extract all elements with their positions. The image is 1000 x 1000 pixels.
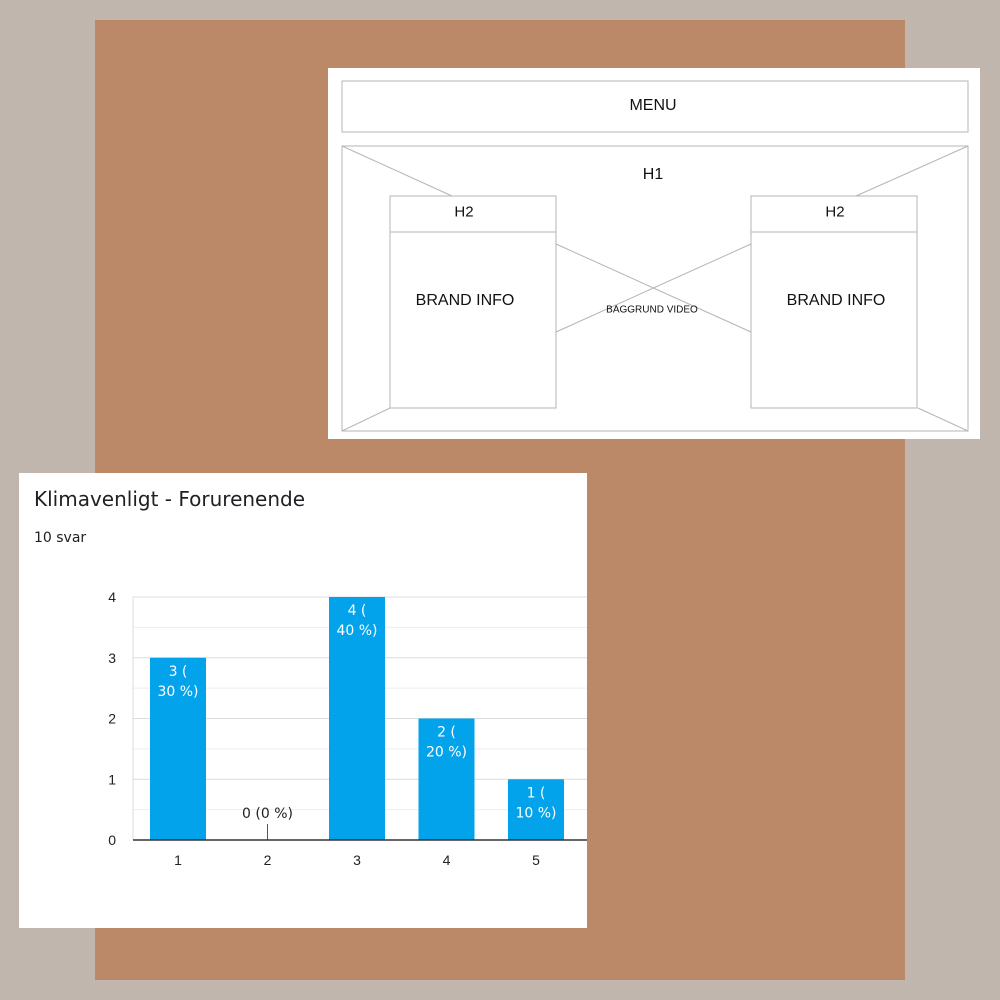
bar	[150, 657, 206, 840]
x-tick-label: 1	[174, 852, 182, 868]
bar-data-label: 1 (	[527, 785, 546, 801]
left-h2-label: H2	[454, 203, 474, 221]
right-h2-label: H2	[825, 203, 845, 221]
wireframe-lines	[341, 80, 969, 432]
y-tick-label: 3	[108, 650, 116, 666]
x-tick-label: 4	[443, 852, 451, 868]
bar-data-label: 3 (	[169, 664, 188, 680]
bar-data-label: 0 (0 %)	[242, 806, 293, 822]
right-brand-info: BRAND INFO	[786, 292, 886, 309]
y-tick-label: 0	[108, 832, 116, 848]
bar-data-label: 10 %)	[515, 805, 556, 821]
bar	[329, 597, 385, 840]
left-brand-info: BRAND INFO	[415, 292, 515, 309]
wireframe-hero-box	[341, 145, 969, 432]
wireframe-card: MENU H1 H2 BRAND INFO H2 BRAND INFO BAGG…	[328, 68, 980, 439]
x-tick-label: 3	[353, 852, 361, 868]
bar-chart: 0 1 2 3 4 3 ( 30 %) 1 0 (0 %) 2 4 ( 40 %) 3 2 ( 20 %) 4…	[108, 589, 587, 868]
y-tick-label: 4	[108, 589, 116, 605]
wireframe-right-box	[750, 195, 918, 409]
chart-card: Klimavenligt - Forurenende 10 svar 0 1 2 3 4…	[19, 473, 587, 928]
response-count: 10 svar	[34, 530, 87, 546]
bar-data-label: 30 %)	[157, 684, 198, 700]
x-tick-label: 2	[264, 852, 272, 868]
background-video-label: BAGGRUND VIDEO	[606, 304, 698, 316]
bar-data-label: 20 %)	[426, 745, 467, 761]
bar-data-label: 40 %)	[336, 623, 377, 639]
menu-label: MENU	[629, 97, 677, 114]
bar	[508, 779, 564, 840]
h1-label: H1	[642, 166, 664, 183]
y-tick-label: 1	[108, 771, 116, 787]
wireframe-left-box	[389, 195, 557, 409]
chart-title: Klimavenligt - Forurenende	[34, 487, 306, 511]
wireframe-menu-box	[341, 80, 969, 133]
bar-data-label: 2 (	[437, 725, 456, 741]
x-tick-label: 5	[532, 852, 540, 868]
y-tick-label: 2	[108, 711, 116, 727]
bar-data-label: 4 (	[348, 603, 367, 619]
bar	[418, 718, 475, 840]
